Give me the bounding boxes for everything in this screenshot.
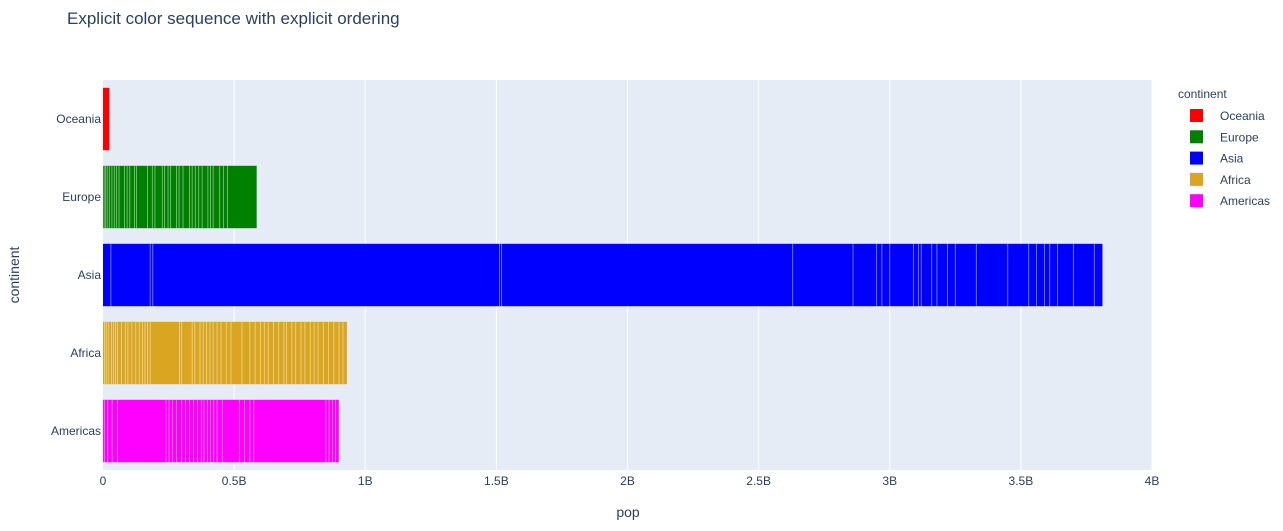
y-tick-label: Africa <box>70 346 101 360</box>
legend-label: Oceania <box>1220 109 1265 123</box>
chart-title: Explicit color sequence with explicit or… <box>67 9 400 28</box>
legend-item-europe[interactable]: Europe <box>1190 130 1259 144</box>
legend-label: Africa <box>1220 173 1251 187</box>
x-axis-title: pop <box>616 504 640 520</box>
legend-label: Americas <box>1220 194 1270 208</box>
x-tick-label: 1.5B <box>484 474 509 488</box>
x-tick-labels: 0 0.5B 1B 1.5B 2B 2.5B 3B 3.5B 4B <box>100 474 1160 488</box>
bar-oceania[interactable] <box>103 87 110 151</box>
legend-swatch <box>1190 109 1203 122</box>
bars-layer <box>103 87 1103 463</box>
legend-item-americas[interactable]: Americas <box>1190 194 1270 208</box>
legend-swatch <box>1190 194 1203 208</box>
bar-americas[interactable] <box>103 399 339 463</box>
bar-europe[interactable] <box>103 165 257 229</box>
y-tick-labels: Oceania Europe Asia Africa Americas <box>51 112 101 438</box>
legend-item-asia[interactable]: Asia <box>1190 151 1244 166</box>
legend-swatch <box>1190 130 1203 144</box>
y-tick-label: Americas <box>51 424 101 438</box>
x-tick-label: 1B <box>358 474 373 488</box>
x-tick-label: 2B <box>620 474 635 488</box>
y-axis-title: continent <box>6 246 22 303</box>
legend-title: continent <box>1178 87 1227 101</box>
legend-swatch <box>1190 151 1203 165</box>
y-tick-label: Asia <box>78 268 102 282</box>
x-tick-label: 0.5B <box>222 474 247 488</box>
x-tick-label: 0 <box>100 474 107 488</box>
bar-africa[interactable] <box>103 321 347 385</box>
bar-asia[interactable] <box>103 243 1103 307</box>
legend-label: Asia <box>1220 152 1244 166</box>
x-tick-label: 3B <box>882 474 897 488</box>
legend-item-africa[interactable]: Africa <box>1190 172 1251 187</box>
x-tick-label: 3.5B <box>1009 474 1034 488</box>
legend-label: Europe <box>1220 130 1259 144</box>
x-tick-label: 2.5B <box>746 474 771 488</box>
y-tick-label: Europe <box>62 190 101 204</box>
legend-swatch <box>1190 172 1203 186</box>
legend: continent Oceania Europe Asia Africa America… <box>1178 87 1270 208</box>
y-tick-label: Oceania <box>56 112 101 126</box>
x-tick-label: 4B <box>1145 474 1160 488</box>
legend-item-oceania[interactable]: Oceania <box>1190 109 1265 123</box>
